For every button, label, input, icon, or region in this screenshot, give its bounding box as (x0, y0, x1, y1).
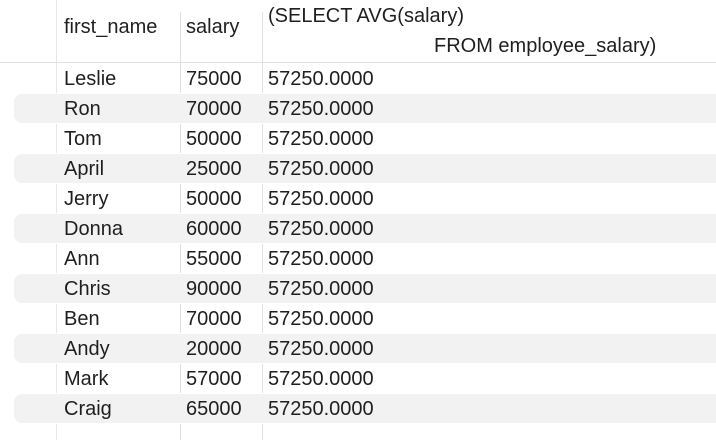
column-header-salary-label: salary (186, 16, 240, 38)
cell-salary[interactable]: 65000 (186, 398, 242, 420)
cell-salary[interactable]: 60000 (186, 218, 242, 240)
table-row[interactable]: Leslie 75000 57250.0000 (0, 64, 716, 94)
cell-avg-salary[interactable]: 57250.0000 (268, 218, 374, 240)
cell-salary[interactable]: 55000 (186, 248, 242, 270)
cell-first-name[interactable]: Jerry (64, 188, 109, 210)
table-row[interactable]: Tom 50000 57250.0000 (0, 124, 716, 154)
table-row[interactable]: Chris 90000 57250.0000 (0, 274, 716, 304)
cell-salary[interactable]: 20000 (186, 338, 242, 360)
table-row[interactable]: April 25000 57250.0000 (0, 154, 716, 184)
cell-first-name[interactable]: Ann (64, 248, 100, 270)
cell-avg-salary[interactable]: 57250.0000 (268, 68, 374, 90)
cell-salary[interactable]: 75000 (186, 68, 242, 90)
cell-first-name[interactable]: Chris (64, 278, 111, 300)
result-grid-header: first_name salary (SELECT AVG(salary) FR… (0, 0, 716, 63)
cell-avg-salary[interactable]: 57250.0000 (268, 308, 374, 330)
table-row[interactable]: Craig 65000 57250.0000 (0, 394, 716, 424)
cell-first-name[interactable]: Ben (64, 308, 100, 330)
cell-salary[interactable]: 90000 (186, 278, 242, 300)
column-header-first-name-label: first_name (64, 16, 158, 38)
cell-first-name[interactable]: April (64, 158, 105, 180)
cell-avg-salary[interactable]: 57250.0000 (268, 248, 374, 270)
cell-first-name[interactable]: Donna (64, 218, 123, 240)
cell-avg-salary[interactable]: 57250.0000 (268, 188, 374, 210)
cell-first-name[interactable]: Tom (64, 128, 102, 150)
cell-avg-salary[interactable]: 57250.0000 (268, 128, 374, 150)
cell-first-name[interactable]: Mark (64, 368, 109, 390)
vertical-scrollbar[interactable] (706, 64, 716, 424)
cell-salary[interactable]: 70000 (186, 308, 242, 330)
cell-avg-salary[interactable]: 57250.0000 (268, 98, 374, 120)
cell-salary[interactable]: 50000 (186, 128, 242, 150)
table-row[interactable]: Ron 70000 57250.0000 (0, 94, 716, 124)
cell-avg-salary[interactable]: 57250.0000 (268, 398, 374, 420)
cell-salary[interactable]: 25000 (186, 158, 242, 180)
cell-avg-salary[interactable]: 57250.0000 (268, 278, 374, 300)
table-row[interactable]: Mark 57000 57250.0000 (0, 364, 716, 394)
table-row[interactable]: Ben 70000 57250.0000 (0, 304, 716, 334)
cell-avg-salary[interactable]: 57250.0000 (268, 158, 374, 180)
cell-first-name[interactable]: Leslie (64, 68, 117, 90)
column-header-avg-salary[interactable]: (SELECT AVG(salary) FROM employee_salary… (262, 0, 716, 62)
column-header-avg-salary-line2: FROM employee_salary) (434, 35, 657, 57)
table-row[interactable]: Ann 55000 57250.0000 (0, 244, 716, 274)
cell-first-name[interactable]: Ron (64, 98, 101, 120)
table-row[interactable]: Donna 60000 57250.0000 (0, 214, 716, 244)
table-row[interactable]: Jerry 50000 57250.0000 (0, 184, 716, 214)
table-row[interactable]: Andy 20000 57250.0000 (0, 334, 716, 364)
cell-first-name[interactable]: Andy (64, 338, 110, 360)
cell-avg-salary[interactable]: 57250.0000 (268, 368, 374, 390)
column-header-salary[interactable]: salary (180, 0, 262, 62)
cell-first-name[interactable]: Craig (64, 398, 112, 420)
column-header-first-name[interactable]: first_name (56, 0, 180, 62)
cell-salary[interactable]: 50000 (186, 188, 242, 210)
cell-salary[interactable]: 70000 (186, 98, 242, 120)
column-header-avg-salary-line1: (SELECT AVG(salary) (268, 5, 464, 27)
result-rows: Leslie 75000 57250.0000 Ron 70000 57250.… (0, 64, 716, 424)
cell-avg-salary[interactable]: 57250.0000 (268, 338, 374, 360)
cell-salary[interactable]: 57000 (186, 368, 242, 390)
